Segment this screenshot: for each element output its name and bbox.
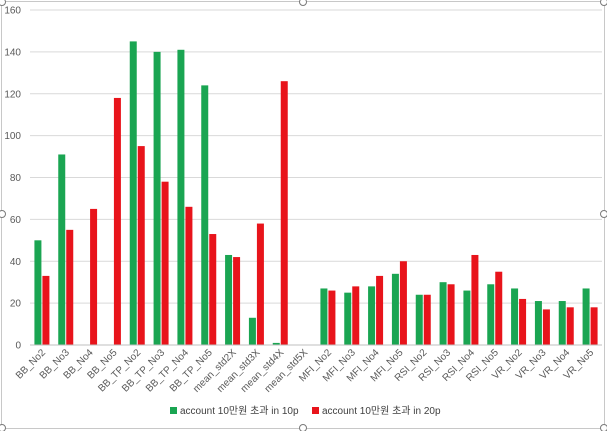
y-axis: 0 20 40 60 80 100 120 140 160 xyxy=(4,6,21,352)
bar-series-20p xyxy=(281,81,288,345)
bar-series-10p xyxy=(320,288,327,345)
bar-series-20p xyxy=(471,255,478,345)
resize-handle xyxy=(300,0,307,6)
y-tick-label: 20 xyxy=(10,299,22,310)
bar-series-20p xyxy=(543,309,550,345)
y-tick-label: 140 xyxy=(4,47,21,58)
bar-series-10p xyxy=(440,282,447,345)
bar-series-10p xyxy=(177,50,184,345)
bar-series-20p xyxy=(233,257,240,345)
bar-series-20p xyxy=(376,276,383,345)
resize-handle xyxy=(601,425,607,432)
bar-series-10p xyxy=(225,255,232,345)
bar-series-10p xyxy=(463,291,470,345)
resize-handle xyxy=(601,211,607,218)
bar-series-20p xyxy=(162,182,169,345)
bar-series-10p xyxy=(249,318,256,345)
y-tick-label: 60 xyxy=(10,215,22,226)
bar-series-20p xyxy=(352,286,359,345)
bar-series-20p xyxy=(257,224,264,345)
bar-series-20p xyxy=(185,207,192,345)
bar-series-20p xyxy=(448,284,455,345)
legend: account 10만원 초과 in 10p account 10만원 초과 in… xyxy=(170,405,441,417)
resize-handle xyxy=(601,0,607,6)
bar-series-10p xyxy=(416,295,423,345)
legend-swatch xyxy=(312,407,319,414)
bar-series-20p xyxy=(591,307,598,345)
bar-series-20p xyxy=(114,98,121,345)
bar-series-20p xyxy=(66,230,73,345)
bar-series-20p xyxy=(90,209,97,345)
bar-series-10p xyxy=(583,288,590,345)
bar-series-10p xyxy=(34,240,41,345)
bar-series-10p xyxy=(130,41,137,345)
bar-series-20p xyxy=(567,307,574,345)
resize-handle xyxy=(0,425,6,432)
bar-series-20p xyxy=(328,291,335,345)
y-tick-label: 100 xyxy=(4,131,21,142)
bar-series-10p xyxy=(58,154,65,345)
bar-series-10p xyxy=(201,85,208,345)
y-tick-label: 160 xyxy=(4,6,21,17)
bar-series-20p xyxy=(138,146,145,345)
bars xyxy=(34,41,597,345)
bar-series-20p xyxy=(209,234,216,345)
resize-handle xyxy=(0,211,6,218)
legend-label: account 10만원 초과 in 10p xyxy=(180,405,299,417)
y-tick-label: 0 xyxy=(15,341,21,352)
bar-series-10p xyxy=(535,301,542,345)
legend-swatch xyxy=(170,407,177,414)
bar-series-10p xyxy=(559,301,566,345)
legend-label: account 10만원 초과 in 20p xyxy=(322,405,441,417)
y-tick-label: 120 xyxy=(4,89,21,100)
resize-handle xyxy=(300,425,307,432)
bar-series-10p xyxy=(392,274,399,345)
bar-series-10p xyxy=(487,284,494,345)
bar-series-20p xyxy=(42,276,49,345)
bar-series-20p xyxy=(400,261,407,345)
bar-series-10p xyxy=(368,286,375,345)
y-tick-label: 40 xyxy=(10,257,22,268)
bar-series-10p xyxy=(511,288,518,345)
bar-series-10p xyxy=(344,293,351,345)
x-axis: BB_No2BB_No3BB_No4BB_No5BB_TP_No2BB_TP_N… xyxy=(14,347,597,395)
bar-series-20p xyxy=(495,272,502,345)
bar-series-10p xyxy=(154,52,161,345)
bar-series-20p xyxy=(424,295,431,345)
bar-series-20p xyxy=(519,299,526,345)
y-tick-label: 80 xyxy=(10,173,22,184)
